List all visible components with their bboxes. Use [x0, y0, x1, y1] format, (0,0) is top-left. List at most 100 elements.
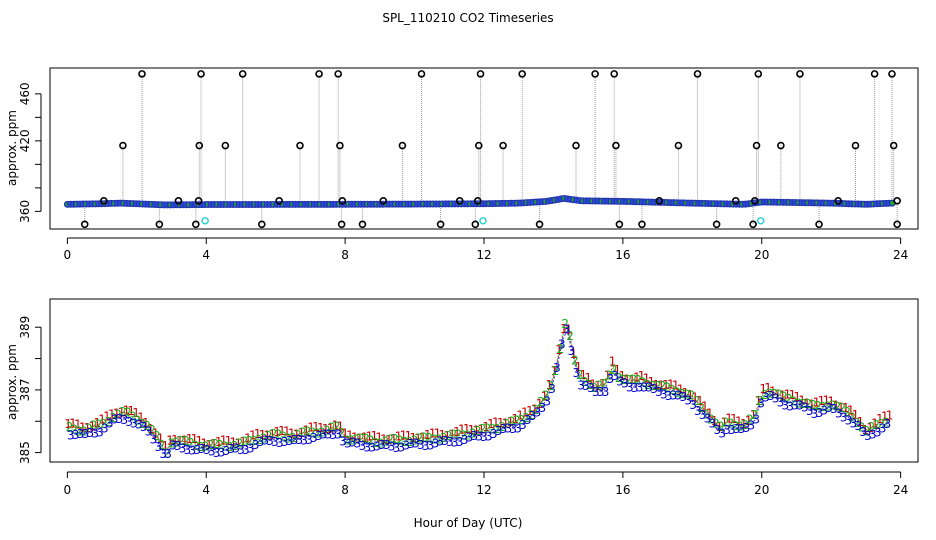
series-2-point: 2	[211, 437, 219, 451]
series-1-point: 1	[638, 369, 646, 383]
series-1-point: 1	[137, 411, 145, 425]
series-3-point: 3	[796, 399, 804, 413]
series-2-point: 2	[333, 419, 341, 433]
baseline-green-point	[890, 201, 895, 206]
series-2-point: 2	[761, 388, 769, 402]
series-2-point: 2	[532, 403, 540, 417]
series-1-point: 1	[667, 377, 675, 391]
top-y-axis-title: approx. ppm	[5, 110, 19, 186]
series-3-point: 3	[811, 407, 819, 421]
series-1-point: 1	[579, 368, 587, 382]
series-2-point: 2	[503, 417, 511, 431]
series-3-point: 3	[111, 412, 119, 426]
series-1-point: 1	[560, 322, 568, 336]
series-3-point: 3	[364, 441, 372, 455]
spike-point	[889, 141, 898, 150]
series-3-point: 3	[184, 443, 192, 457]
series-2-point: 2	[654, 379, 662, 393]
series-1-point: 1	[813, 396, 821, 410]
series-1-point: 1	[298, 426, 306, 440]
bottom-x-tick-label: 12	[476, 483, 491, 497]
series-2-point: 2	[809, 398, 817, 412]
series-1-point: 1	[788, 388, 796, 402]
series-3-point: 3	[179, 441, 187, 455]
series-1-point: 1	[322, 422, 330, 436]
series-1-point: 1	[424, 428, 432, 442]
series-1-point: 1	[686, 388, 694, 402]
series-2-point: 2	[620, 373, 628, 387]
series-1-point: 1	[273, 425, 281, 439]
series-1-point: 1	[336, 419, 344, 433]
series-2-point: 2	[119, 405, 127, 419]
series-2-point: 2	[80, 425, 88, 439]
series-2-point: 2	[848, 411, 856, 425]
spike-point	[476, 70, 485, 78]
series-1-point: 1	[181, 434, 189, 448]
spike-point	[834, 196, 842, 205]
series-2-point: 2	[615, 371, 623, 385]
series-1-point: 1	[837, 400, 845, 414]
series-1-point: 1	[434, 427, 442, 441]
series-1-point: 1	[754, 394, 762, 408]
series-3-point: 3	[417, 438, 425, 452]
series-1-point: 1	[682, 386, 690, 400]
series-1-point: 1	[414, 431, 422, 445]
series-1-point: 1	[429, 426, 437, 440]
series-2-point: 2	[586, 378, 594, 392]
series-2-point: 2	[493, 422, 501, 436]
series-1-point: 1	[283, 425, 291, 439]
series-3-point: 3	[684, 394, 692, 408]
series-1-point: 1	[589, 377, 597, 391]
series-1-point: 1	[123, 404, 131, 418]
spike-point	[192, 220, 200, 229]
series-1-point: 1	[419, 430, 427, 444]
series-2-point: 2	[177, 434, 185, 448]
series-3-point: 3	[660, 388, 668, 402]
series-2-point: 2	[454, 427, 462, 441]
series-3-point: 3	[368, 441, 376, 455]
series-1-line	[67, 324, 889, 450]
series-1-point: 1	[857, 415, 865, 429]
series-3-point: 3	[276, 436, 284, 450]
series-1-point: 1	[69, 417, 77, 431]
spike-point	[474, 141, 483, 150]
series-1-point: 1	[234, 437, 242, 451]
series-1-point: 1	[803, 396, 811, 410]
series-1-point: 1	[171, 433, 179, 447]
series-2-point: 2	[114, 407, 122, 421]
series-3-point: 3	[242, 443, 250, 457]
top-x-tick-label: 12	[476, 248, 491, 262]
series-3-point: 3	[616, 374, 624, 388]
series-3-point: 3	[77, 427, 85, 441]
series-3-point: 3	[825, 401, 833, 415]
series-3-point: 3	[529, 409, 537, 423]
series-3-point: 3	[650, 382, 658, 396]
series-1-point: 1	[881, 410, 889, 424]
series-3-point: 3	[354, 437, 362, 451]
series-2-point: 2	[153, 429, 161, 443]
series-2-point: 2	[464, 428, 472, 442]
bottom-marks: 1111111111111111111111111111111111111111…	[64, 317, 893, 461]
spike-point	[535, 220, 544, 229]
series-1-point: 1	[93, 416, 101, 430]
series-3-point: 3	[850, 416, 858, 430]
series-1-point: 1	[818, 394, 826, 408]
series-2-point: 2	[66, 420, 74, 434]
spike-point	[119, 141, 127, 150]
series-2-point: 2	[484, 422, 492, 436]
series-2-point: 2	[518, 413, 526, 427]
spike-point	[197, 70, 205, 78]
series-2-point: 2	[756, 394, 764, 408]
spike-point	[731, 196, 740, 205]
series-3-point: 3	[441, 434, 449, 448]
series-2-point: 2	[489, 422, 497, 436]
series-2-point: 2	[401, 435, 409, 449]
series-3-point: 3	[485, 430, 493, 444]
spike-point	[893, 196, 901, 205]
series-3-point: 3	[777, 396, 785, 410]
series-3-point: 3	[568, 344, 576, 358]
series-2-point: 2	[722, 416, 730, 430]
series-1-point: 1	[861, 423, 869, 437]
series-2-point: 2	[343, 433, 351, 447]
bottom-x-tick-label: 8	[341, 483, 349, 497]
